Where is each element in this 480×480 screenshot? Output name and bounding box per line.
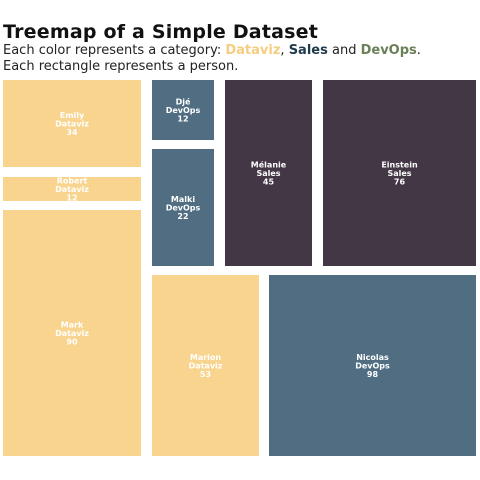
tile-category-emily: Dataviz bbox=[55, 120, 89, 129]
tile-nicolas: Nicolas DevOps 98 bbox=[269, 275, 476, 456]
tile-rect-mark bbox=[3, 210, 141, 456]
tile-label-marion: Marion Dataviz 53 bbox=[189, 353, 223, 379]
chart-subtitle: Each color represents a category: Datavi… bbox=[3, 43, 421, 75]
subtitle-separator: , bbox=[280, 43, 285, 58]
tile-value-robert: 12 bbox=[66, 194, 77, 203]
legend-dataviz: Dataviz bbox=[225, 43, 281, 58]
tile-name-malki: Malki bbox=[171, 195, 195, 204]
tile-value-malki: 22 bbox=[177, 212, 188, 221]
tile-rect-malki bbox=[152, 149, 214, 266]
tile-label-einstein: Einstein Sales 76 bbox=[381, 160, 418, 186]
tile-robert: Robert Dataviz 12 bbox=[3, 176, 141, 203]
tile-malki: Malki DevOps 22 bbox=[152, 149, 214, 266]
tile-rect-melanie bbox=[225, 80, 312, 266]
tile-value-dje: 12 bbox=[177, 115, 188, 124]
tile-name-robert: Robert bbox=[57, 176, 88, 185]
tile-label-melanie: Mélanie Sales 45 bbox=[251, 159, 287, 186]
tile-rect-emily bbox=[3, 80, 141, 167]
tile-label-emily: Emily Dataviz 34 bbox=[55, 111, 89, 137]
tile-name-nicolas: Nicolas bbox=[356, 353, 389, 362]
tile-category-robert: Dataviz bbox=[55, 185, 89, 194]
subtitle-and: and bbox=[331, 43, 357, 58]
tile-name-dje: Djé bbox=[176, 96, 191, 106]
tile-category-mark: Dataviz bbox=[55, 329, 89, 338]
legend-devops: DevOps bbox=[360, 43, 417, 58]
tile-label-dje: Djé DevOps 12 bbox=[166, 96, 201, 123]
tile-category-dje: DevOps bbox=[166, 106, 201, 115]
tile-category-melanie: Sales bbox=[256, 169, 280, 178]
tile-rect-dje bbox=[152, 80, 214, 140]
tile-rect-marion bbox=[152, 275, 259, 456]
tile-name-emily: Emily bbox=[60, 111, 85, 120]
tile-label-malki: Malki DevOps 22 bbox=[166, 195, 201, 221]
tile-dje: Djé DevOps 12 bbox=[152, 80, 214, 140]
tile-mark: Mark Dataviz 90 bbox=[3, 210, 141, 456]
tile-name-marion: Marion bbox=[190, 353, 222, 362]
tile-label-nicolas: Nicolas DevOps 98 bbox=[355, 353, 390, 379]
tile-rect-einstein bbox=[323, 80, 476, 266]
tile-name-melanie: Mélanie bbox=[251, 159, 287, 169]
tile-category-malki: DevOps bbox=[166, 204, 201, 213]
tile-einstein: Einstein Sales 76 bbox=[323, 80, 476, 266]
tile-category-einstein: Sales bbox=[387, 169, 411, 178]
tile-melanie: Mélanie Sales 45 bbox=[225, 80, 312, 266]
tile-value-marion: 53 bbox=[200, 370, 211, 379]
tile-value-einstein: 76 bbox=[394, 178, 406, 187]
tile-label-robert: Robert Dataviz 12 bbox=[55, 176, 89, 202]
legend-sales: Sales bbox=[288, 43, 328, 58]
tile-category-marion: Dataviz bbox=[189, 362, 223, 371]
tile-value-nicolas: 98 bbox=[367, 370, 379, 379]
tile-value-emily: 34 bbox=[66, 128, 78, 137]
tile-name-einstein: Einstein bbox=[381, 160, 418, 169]
tile-category-nicolas: DevOps bbox=[355, 362, 390, 371]
tile-emily: Emily Dataviz 34 bbox=[3, 80, 141, 167]
subtitle-period: . bbox=[416, 43, 421, 58]
tile-label-mark: Mark Dataviz 90 bbox=[55, 320, 89, 346]
tile-name-mark: Mark bbox=[61, 320, 84, 329]
tile-rect-robert bbox=[3, 177, 141, 201]
tile-value-mark: 90 bbox=[66, 338, 78, 347]
tile-rect-nicolas bbox=[269, 275, 476, 456]
subtitle-line-2: Each rectangle represents a person. bbox=[3, 59, 239, 74]
tile-marion: Marion Dataviz 53 bbox=[152, 275, 259, 456]
tile-value-melanie: 45 bbox=[263, 178, 275, 187]
chart-title: Treemap of a Simple Dataset bbox=[3, 21, 319, 43]
subtitle-prefix: Each color represents a category: bbox=[3, 43, 222, 58]
